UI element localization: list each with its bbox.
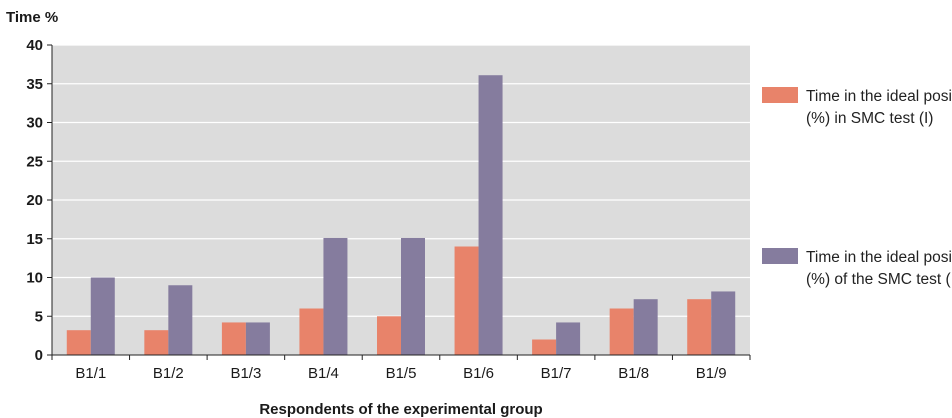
bar-series-2-B1-9 — [711, 291, 736, 355]
y-tick-label: 20 — [26, 192, 43, 209]
axes: 0 5 10 15 20 25 30 35 40 B1/1 B1/2 B1/3 B1/4 B1/5 B1/6… — [26, 37, 751, 382]
x-tick-label: B1/5 — [386, 365, 417, 382]
bars — [66, 75, 736, 355]
legend-label-series-1: Time in the ideal position (%) in SMC te… — [806, 88, 952, 127]
bar-series-1-B1-4 — [299, 308, 324, 355]
x-axis-title: Respondents of the experimental group — [259, 401, 542, 418]
bar-series-1-B1-1 — [66, 330, 91, 355]
x-tick-label: B1/9 — [696, 365, 727, 382]
bar-series-1-B1-8 — [609, 308, 634, 355]
legend-swatch-series-1 — [762, 87, 798, 103]
y-tick-label: 30 — [26, 115, 43, 132]
y-tick-label: 40 — [26, 37, 43, 54]
x-tick-label: B1/6 — [463, 365, 494, 382]
bar-series-2-B1-4 — [323, 237, 348, 355]
x-tick-label: B1/8 — [618, 365, 649, 382]
bar-series-2-B1-1 — [90, 277, 115, 355]
bar-series-1-B1-2 — [144, 330, 169, 355]
y-tick-label: 15 — [26, 231, 43, 248]
x-tick-label: B1/2 — [153, 365, 184, 382]
bar-series-2-B1-3 — [245, 322, 270, 355]
x-tick-label: B1/1 — [75, 365, 106, 382]
bar-series-2-B1-8 — [633, 299, 658, 355]
x-tick-label: B1/7 — [541, 365, 572, 382]
x-tick-label: B1/4 — [308, 365, 339, 382]
x-tick-label: B1/3 — [230, 365, 261, 382]
bar-series-2-B1-7 — [556, 322, 581, 355]
y-axis-title: Time % — [6, 9, 58, 26]
bar-series-1-B1-6 — [454, 246, 479, 355]
bar-series-1-B1-7 — [532, 339, 557, 355]
y-tick-label: 10 — [26, 270, 43, 287]
legend-swatch-series-2 — [762, 248, 798, 264]
y-tick-label: 5 — [35, 308, 43, 325]
bar-series-2-B1-5 — [401, 237, 425, 355]
y-tick-label: 25 — [26, 153, 43, 170]
bar-series-1-B1-3 — [221, 322, 246, 355]
bar-series-2-B1-2 — [168, 285, 193, 355]
legend-label-series-2: Time in the ideal position (%) of the SM… — [806, 249, 952, 288]
bar-series-1-B1-9 — [687, 299, 712, 355]
y-tick-label: 0 — [35, 347, 43, 364]
bar-series-1-B1-5 — [377, 316, 401, 355]
y-tick-label: 35 — [26, 76, 43, 93]
bar-series-2-B1-6 — [478, 75, 503, 355]
